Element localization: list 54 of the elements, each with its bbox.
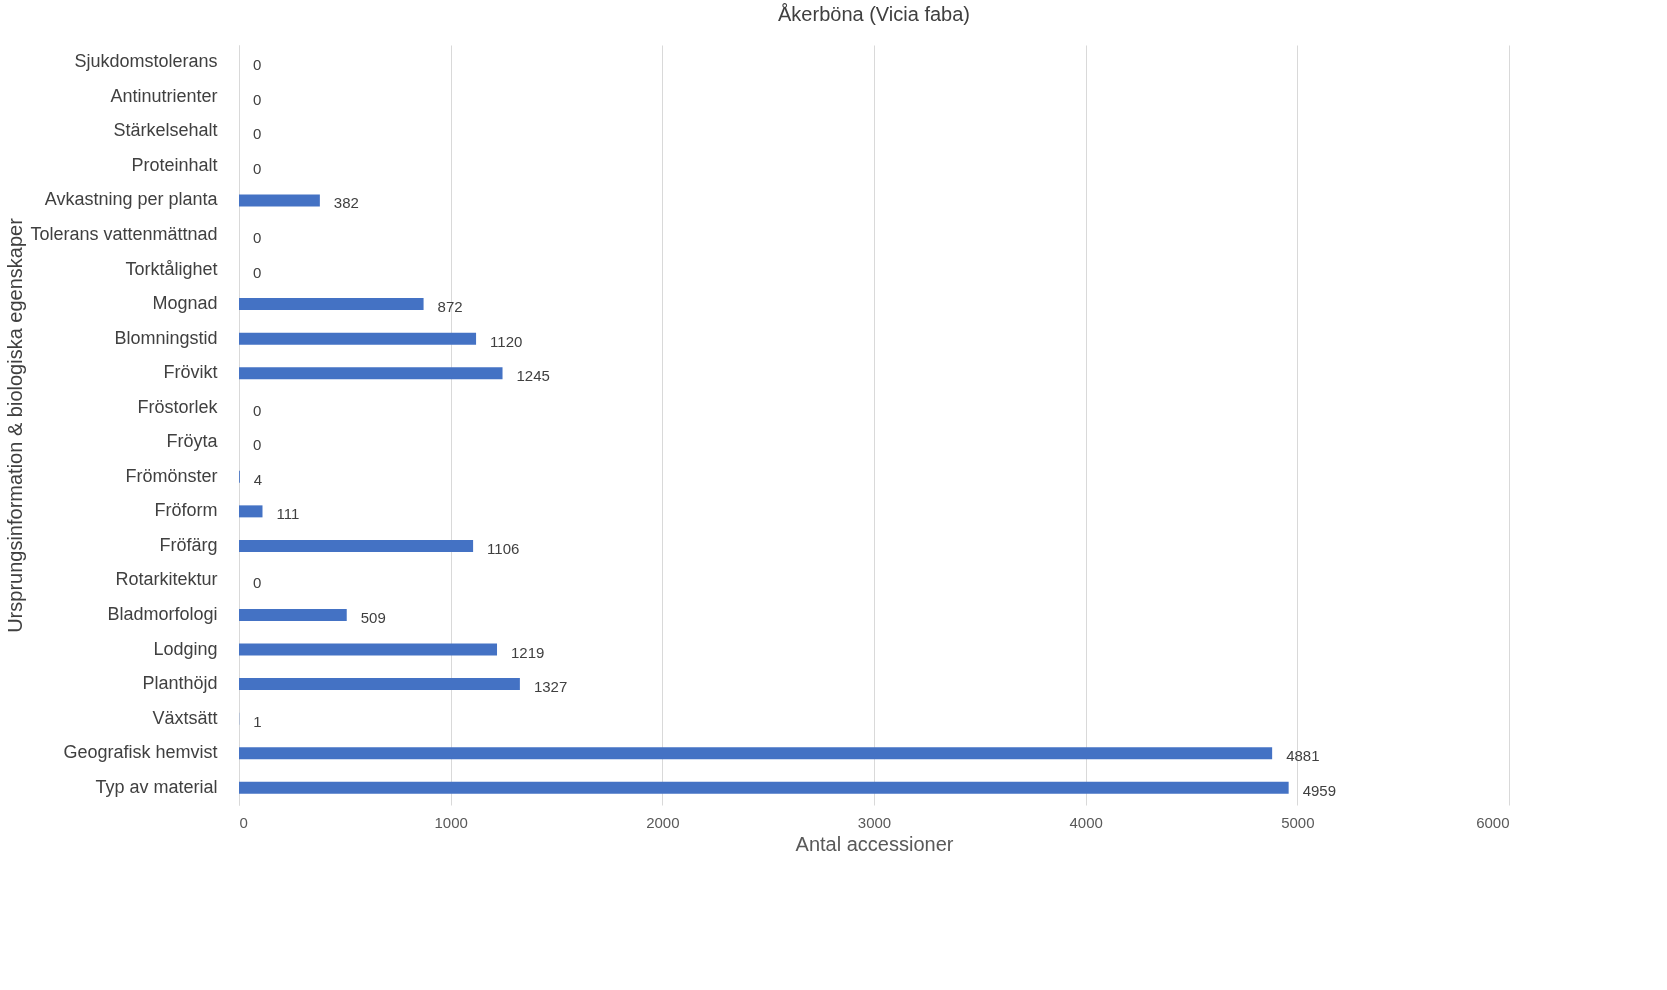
y-tick-label: Typ av material [95,776,218,797]
x-tick-label: 5000 [1281,813,1315,831]
y-tick-label: Fröfärg [159,534,218,555]
data-label: 0 [253,159,262,177]
x-axis-title: Antal accessioner [795,832,954,855]
y-tick-label: Frömönster [125,465,218,486]
y-tick-label: Geografisk hemvist [63,742,218,763]
y-tick-label: Fröform [154,500,218,521]
data-label: 0 [253,436,262,454]
x-tick-label: 2000 [646,813,680,831]
data-label: 1219 [511,643,545,661]
y-tick-label: Proteinhalt [131,154,218,175]
x-tick-label: 0 [239,813,248,831]
data-label: 0 [253,125,262,143]
y-tick-label: Tolerans vattenmättnad [30,224,218,244]
y-tick-label: Fröstorlek [137,396,219,417]
x-tick-label: 4000 [1069,813,1103,831]
data-label: 872 [437,298,463,316]
data-label: 1245 [516,367,550,385]
data-label: 1327 [533,678,568,696]
data-label: 1 [253,712,262,730]
y-tick-label: Rotarkitektur [115,569,218,590]
data-label: 0 [253,574,262,592]
data-label: 509 [360,609,386,626]
data-label: 4 [253,470,263,488]
y-tick-label: Avkastning per planta [44,189,219,210]
chart-title: Åkerböna (Vicia faba) [778,3,970,25]
y-tick-label: Lodging [153,638,218,659]
data-label: 4881 [1286,747,1320,765]
x-tick-label: 1000 [434,813,468,831]
data-label: 1106 [487,539,520,557]
y-tick-label: Stärkelsehalt [113,120,218,141]
y-tick-label: Sjukdomstolerans [74,51,218,72]
y-tick-label: Mognad [152,293,218,314]
x-tick-label: 3000 [857,813,892,831]
data-label: 0 [253,401,262,419]
y-tick-label: Växtsätt [152,707,218,728]
y-tick-label: Frövikt [163,362,218,383]
y-tick-label: Fröyta [166,431,219,452]
data-label: 382 [333,194,359,212]
y-tick-label: Torktålighet [125,258,218,279]
data-label: 0 [253,90,262,108]
x-tick-label: 6000 [1476,813,1510,831]
data-label: 4959 [1302,781,1337,799]
y-tick-label: Antinutrienter [110,85,218,106]
y-tick-label: Planthöjd [142,673,218,694]
data-label: 0 [253,229,262,246]
y-tick-label: Blomningstid [114,327,218,348]
data-label: 0 [253,263,262,281]
y-tick-label: Bladmorfologi [107,604,218,624]
y-axis-title: Ursprungsinformation & biologiska egenskaper [3,217,26,633]
data-label: 1120 [490,332,523,350]
data-label: 0 [253,56,262,74]
data-label: 111 [276,505,300,523]
